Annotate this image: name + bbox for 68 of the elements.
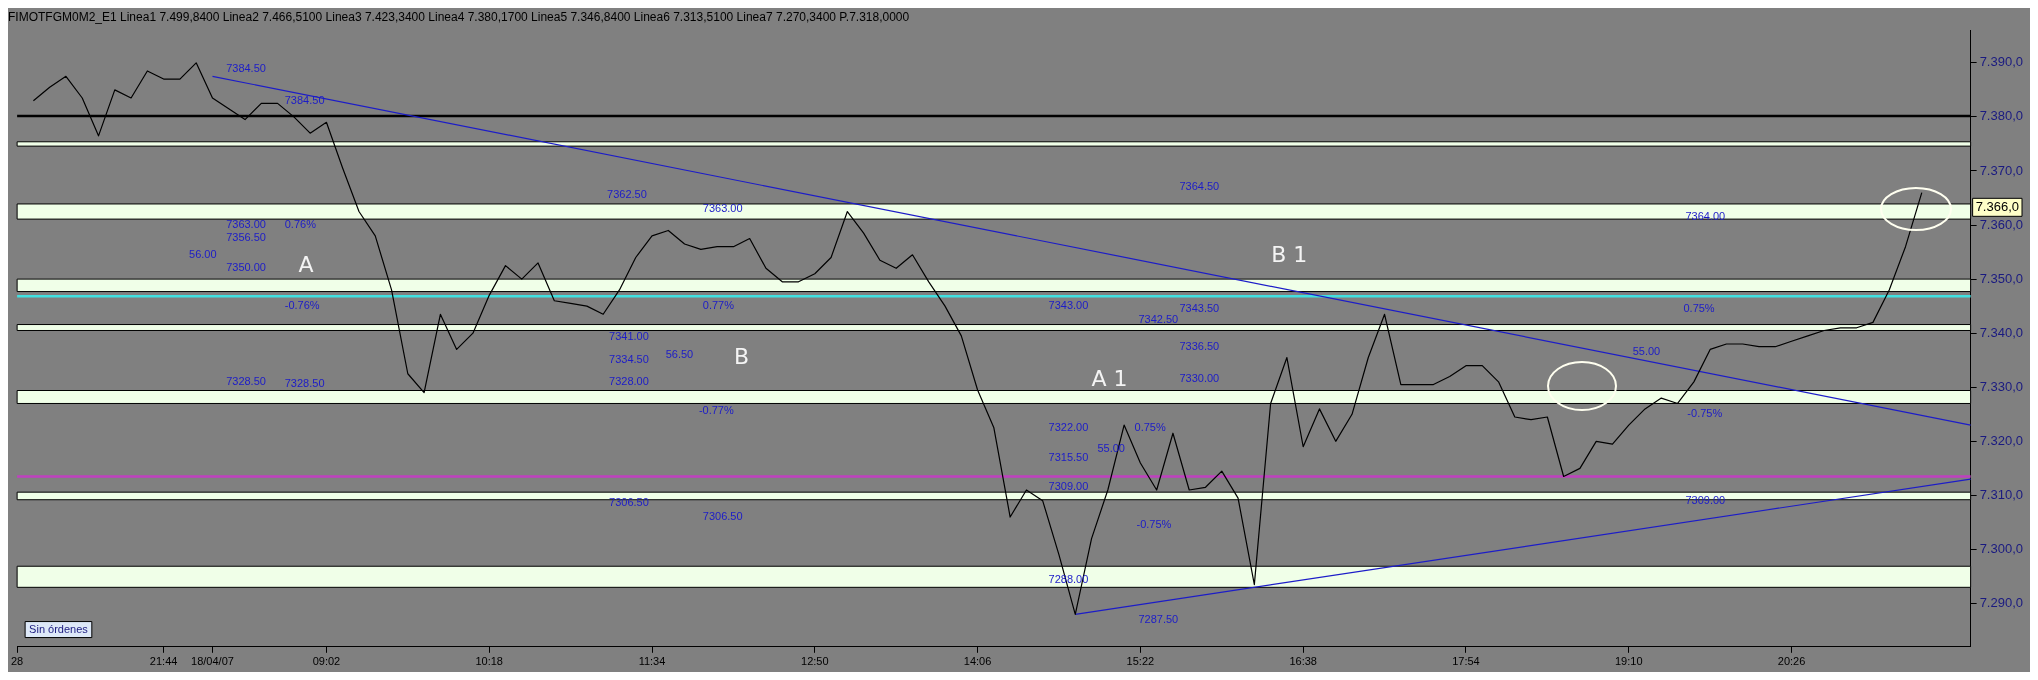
y-tick-label: 7.350,0 <box>1979 270 2023 286</box>
annotation: B <box>734 344 750 370</box>
annotation: 0.76% <box>284 218 317 231</box>
y-tick-label: 7.290,0 <box>1979 595 2023 611</box>
annotation: 7356.50 <box>226 231 266 244</box>
x-tick-label: 17:54 <box>1452 655 1480 668</box>
annotation: 7364.50 <box>1179 180 1220 193</box>
x-tick-label: 28 <box>10 655 24 668</box>
y-tick-label: 7.310,0 <box>1979 486 2023 502</box>
annotation: 7384.50 <box>226 62 266 75</box>
x-tick-label: 15:22 <box>1126 655 1155 668</box>
annotation: -0.75% <box>1136 517 1172 530</box>
y-tick-label: 7.300,0 <box>1979 541 2023 557</box>
annotation: 7328.50 <box>226 374 266 387</box>
x-tick-label: 18/04/07 <box>191 655 234 668</box>
y-tick-label: 7.390,0 <box>1979 54 2023 70</box>
annotation: 7287.50 <box>1138 612 1179 625</box>
annotation: 0.77% <box>702 299 735 312</box>
annotation: 7342.50 <box>1138 312 1179 325</box>
annotation: 7322.00 <box>1048 421 1089 434</box>
annotation: A 1 <box>1091 365 1128 391</box>
annotation: 7328.00 <box>609 374 649 387</box>
annotation: 7315.50 <box>1048 450 1089 463</box>
annotation: 7363.00 <box>226 218 266 231</box>
annotation: 7364.00 <box>1685 209 1726 222</box>
annotation: 7306.50 <box>609 496 649 509</box>
annotation: 56.00 <box>189 247 217 260</box>
annotation: 0.75% <box>1683 302 1715 315</box>
annotation: 7363.00 <box>702 201 743 214</box>
annotation: 7336.50 <box>1179 339 1220 352</box>
annotation: -0.77% <box>698 404 734 417</box>
annotation: 56.50 <box>665 347 694 360</box>
y-tick-label: 7.370,0 <box>1979 162 2023 178</box>
annotation: Sin órdenes <box>29 623 89 636</box>
y-tick-label: 7.380,0 <box>1979 108 2023 124</box>
y-tick-label: 7.360,0 <box>1979 216 2023 232</box>
text: 7.366,0 <box>1975 199 2019 215</box>
annotation: -0.76% <box>284 299 320 312</box>
annotation: 7343.00 <box>1048 299 1089 312</box>
annotation: 7334.50 <box>609 353 649 366</box>
annotation: A <box>298 251 314 277</box>
annotation: 55.00 <box>1632 345 1661 358</box>
annotation: 7328.50 <box>284 377 325 390</box>
x-tick-label: 21:44 <box>149 655 178 668</box>
annotation: 7309.00 <box>1048 480 1089 493</box>
x-tick-label: 14:06 <box>963 655 992 668</box>
annotation: B 1 <box>1271 242 1308 268</box>
annotation: -0.75% <box>1687 407 1723 420</box>
x-tick-label: 16:38 <box>1289 655 1317 668</box>
annotation: 7343.50 <box>1179 302 1220 315</box>
x-tick-label: 09:02 <box>312 655 341 668</box>
annotation: 7330.00 <box>1179 372 1220 385</box>
x-tick-label: 11:34 <box>638 655 666 668</box>
annotation: 7306.50 <box>702 509 743 522</box>
annotation: 7384.50 <box>284 93 325 106</box>
x-tick-label: 20:26 <box>1777 655 1806 668</box>
y-tick-label: 7.340,0 <box>1979 324 2023 340</box>
y-tick-label: 7.330,0 <box>1979 378 2023 394</box>
x-tick-label: 10:18 <box>475 655 503 668</box>
annotation: 0.75% <box>1134 421 1166 434</box>
x-tick-label: 12:50 <box>801 655 829 668</box>
y-tick-label: 7.320,0 <box>1979 432 2023 448</box>
annotation: 7350.00 <box>226 261 266 274</box>
annotation: 7341.00 <box>609 329 649 342</box>
annotation: 7309.00 <box>1685 493 1726 506</box>
annotation: 7362.50 <box>607 188 647 201</box>
chart-subtitle: FIMOTFGM0M2_E1 Linea1 7.499,8400 Linea2 7.466,5100 Linea3 7.423,3400 Linea4 7.380,1700 Linea5 7.346,8400 Linea6 7.313,5100 Linea7 7.270,3400 P.7.318,0000 <box>8 9 910 24</box>
x-tick-label: 19:10 <box>1615 655 1643 668</box>
